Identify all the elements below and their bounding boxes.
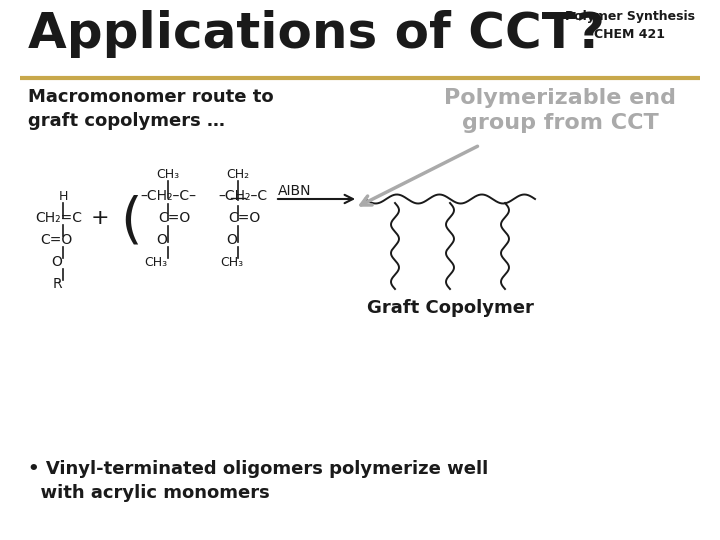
Text: C=O: C=O [228,211,260,225]
Text: Applications of CCT?: Applications of CCT? [28,10,605,58]
Text: CH₃: CH₃ [156,167,179,180]
Text: –CH₂–C–: –CH₂–C– [140,189,196,203]
Text: AIBN: AIBN [278,184,312,198]
Text: C=O: C=O [40,233,72,247]
Text: Polymerizable end
group from CCT: Polymerizable end group from CCT [444,88,676,133]
Text: CH₂=C: CH₂=C [35,211,82,225]
Text: • Vinyl-terminated oligomers polymerize well
  with acrylic monomers: • Vinyl-terminated oligomers polymerize … [28,460,488,502]
Text: CH₃: CH₃ [145,255,168,268]
Text: O: O [156,233,168,247]
Text: Graft Copolymer: Graft Copolymer [366,299,534,317]
Text: CH₃: CH₃ [220,255,243,268]
Text: C=O: C=O [158,211,190,225]
Text: –CH₂–C: –CH₂–C [218,189,267,203]
Text: (: ( [120,195,142,249]
Text: O: O [227,233,238,247]
Text: +: + [91,208,109,228]
Text: Polymer Synthesis
CHEM 421: Polymer Synthesis CHEM 421 [565,10,695,41]
Text: O: O [52,255,63,269]
Text: CH₂: CH₂ [226,167,250,180]
Text: H: H [58,190,68,202]
Text: Macromonomer route to
graft copolymers …: Macromonomer route to graft copolymers … [28,88,274,130]
Text: R: R [52,277,62,291]
